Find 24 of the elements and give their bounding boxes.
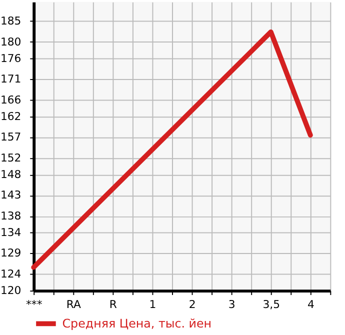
y-tick-label: 180 xyxy=(0,35,22,48)
x-tick-label: 4 xyxy=(307,298,314,311)
y-tick-label: 120 xyxy=(0,284,22,298)
y-tick-label: 134 xyxy=(0,226,22,240)
y-tick-label: 143 xyxy=(0,188,22,202)
legend-label: Средняя Цена, тыс. йен xyxy=(62,316,212,331)
x-tick-label: R xyxy=(109,298,118,311)
y-tick-label: 152 xyxy=(0,151,22,164)
y-tick-label: 162 xyxy=(0,110,22,123)
x-tick-label: 3,5 xyxy=(262,298,280,311)
y-tick-label: 171 xyxy=(0,72,22,86)
y-tick-label: 129 xyxy=(0,246,22,260)
x-tick-label: RA xyxy=(66,298,82,311)
y-tick-label: 157 xyxy=(0,130,22,144)
x-tick-label: 2 xyxy=(188,298,196,311)
x-tick-label: 3 xyxy=(228,298,236,311)
x-tick-label: 1 xyxy=(149,298,156,311)
y-tick-label: 176 xyxy=(0,52,22,65)
y-tick-label: 185 xyxy=(0,14,22,28)
x-tick-label: *** xyxy=(26,298,43,311)
y-tick-label: 148 xyxy=(0,168,22,181)
y-tick-label: 124 xyxy=(0,267,22,280)
y-tick-label: 138 xyxy=(0,209,22,222)
y-tick-label: 166 xyxy=(0,93,22,106)
